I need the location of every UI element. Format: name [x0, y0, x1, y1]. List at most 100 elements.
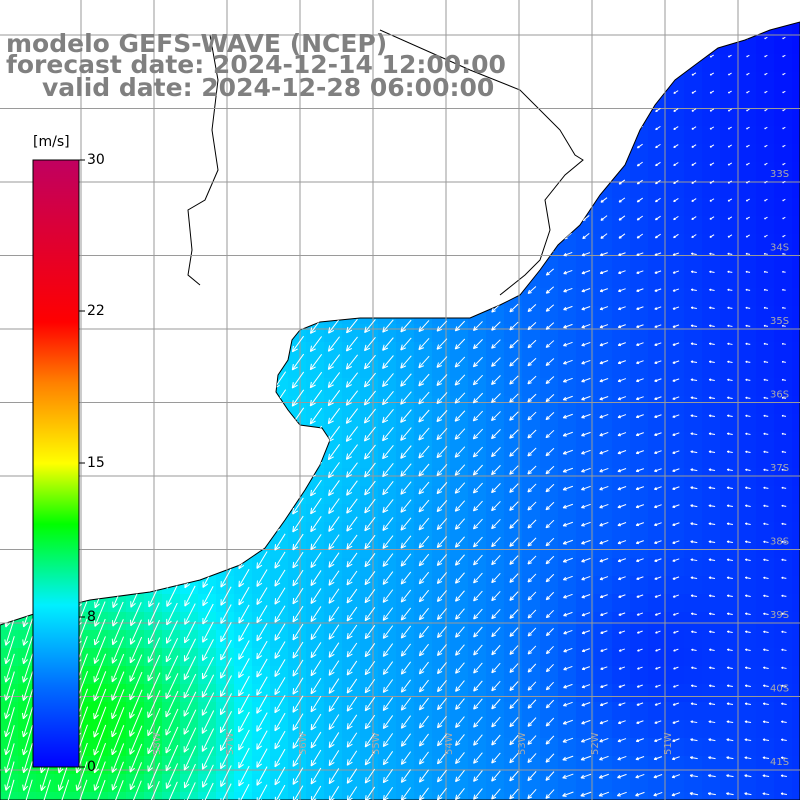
speed-cell — [702, 342, 721, 361]
wind-arrow — [655, 125, 661, 131]
speed-cell — [774, 288, 793, 307]
speed-cell — [450, 432, 469, 451]
wind-arrow — [436, 554, 448, 566]
speed-cell — [756, 162, 775, 181]
speed-cell — [756, 774, 775, 793]
wind-arrow — [691, 666, 697, 670]
speed-cell — [756, 360, 775, 379]
speed-cell — [558, 648, 577, 667]
wind-arrow — [129, 689, 143, 719]
wind-arrow — [782, 144, 786, 148]
wind-arrow — [545, 555, 555, 565]
speed-cell — [486, 594, 505, 613]
wind-arrow — [581, 252, 591, 257]
wind-arrow — [708, 360, 715, 364]
speed-cell — [720, 792, 739, 800]
speed-cell — [576, 360, 595, 379]
wind-arrow — [382, 462, 394, 478]
speed-cell — [792, 648, 800, 667]
speed-cell — [702, 504, 721, 523]
speed-cell — [558, 792, 577, 800]
wind-arrow — [655, 143, 661, 149]
speed-cell — [558, 288, 577, 307]
speed-cell — [720, 666, 739, 685]
speed-cell — [468, 774, 487, 793]
wind-arrow — [581, 395, 591, 401]
speed-cell — [522, 594, 541, 613]
speed-cell — [756, 666, 775, 685]
speed-cell — [414, 522, 433, 541]
wind-arrow — [599, 485, 609, 491]
speed-cell — [684, 576, 703, 595]
wind-arrow — [727, 144, 732, 148]
wind-arrow — [655, 161, 661, 167]
speed-cell — [792, 468, 800, 487]
speed-cell — [738, 774, 757, 793]
wind-arrow — [762, 774, 770, 778]
wind-arrow — [418, 679, 429, 693]
wind-arrow — [709, 72, 715, 76]
wind-arrow — [328, 750, 340, 767]
wind-arrow — [346, 714, 358, 730]
speed-cell — [522, 360, 541, 379]
speed-cell — [414, 504, 433, 523]
wind-arrow — [599, 503, 609, 509]
wind-arrow — [746, 72, 750, 76]
speed-cell — [738, 306, 757, 325]
speed-cell — [594, 414, 613, 433]
speed-cell — [540, 468, 559, 487]
speed-cell — [720, 450, 739, 469]
wind-arrow — [509, 519, 519, 529]
speed-cell — [540, 576, 559, 595]
speed-cell — [648, 594, 667, 613]
wind-arrow — [691, 234, 697, 238]
speed-cell — [126, 612, 145, 631]
wind-arrow — [673, 233, 679, 239]
wind-arrow — [238, 675, 250, 697]
wind-arrow — [256, 694, 268, 714]
wind-arrow — [93, 671, 107, 702]
wind-arrow — [762, 684, 769, 688]
speed-cell — [792, 108, 800, 127]
speed-cell — [756, 216, 775, 235]
speed-cell — [612, 738, 631, 757]
wind-arrow — [636, 252, 644, 256]
speed-cell — [666, 162, 685, 181]
speed-cell — [666, 648, 685, 667]
speed-cell — [522, 666, 541, 685]
speed-cell — [792, 234, 800, 253]
wind-arrow — [673, 684, 679, 688]
speed-cell — [594, 774, 613, 793]
wind-arrow — [690, 342, 698, 346]
wind-arrow — [491, 429, 501, 440]
wind-arrow — [310, 660, 322, 677]
speed-cell — [594, 234, 613, 253]
wind-arrow — [454, 446, 466, 458]
speed-cell — [648, 144, 667, 163]
wind-arrow — [238, 640, 250, 660]
wind-arrow — [654, 432, 662, 437]
wind-arrow — [727, 90, 732, 94]
speed-cell — [450, 450, 469, 469]
wind-arrow — [655, 648, 661, 652]
wind-arrow — [400, 607, 412, 621]
wind-arrow — [436, 769, 447, 783]
wind-arrow — [473, 734, 483, 746]
wind-arrow — [436, 500, 448, 513]
wind-arrow — [400, 391, 412, 405]
speed-cell — [756, 306, 775, 325]
speed-cell — [648, 792, 667, 800]
wind-arrow — [328, 678, 340, 694]
speed-cell — [414, 342, 433, 361]
speed-cell — [648, 450, 667, 469]
speed-cell — [756, 396, 775, 415]
wind-arrow — [274, 748, 286, 768]
speed-cell — [774, 450, 793, 469]
wind-arrow — [455, 698, 465, 710]
wind-arrow — [726, 432, 733, 436]
wind-arrow — [310, 552, 322, 569]
wind-arrow — [364, 516, 376, 532]
speed-cell — [684, 180, 703, 199]
speed-cell — [504, 486, 523, 505]
speed-cell — [396, 378, 415, 397]
